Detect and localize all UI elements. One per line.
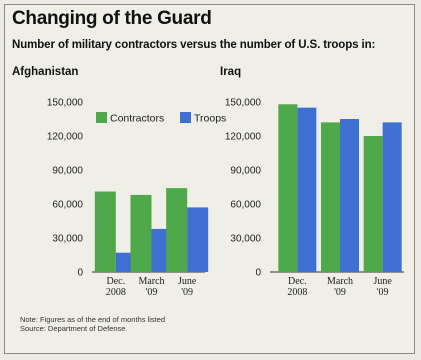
afghanistan-category-label: March <box>138 276 164 287</box>
chart-title: Changing of the Guard <box>12 8 212 29</box>
afghanistan-category-label: '09 <box>181 287 193 298</box>
afghanistan-category-label: June <box>178 276 197 287</box>
iraq-ytick-label: 120,000 <box>225 132 262 143</box>
iraq-contractors-bar <box>363 136 383 272</box>
afghanistan-category-label: Dec. <box>107 276 126 287</box>
iraq-panel-title: Iraq <box>220 66 242 78</box>
source-text: Source: Department of Defense <box>20 324 126 333</box>
iraq-ytick-label: 60,000 <box>230 200 261 211</box>
legend-label-contractors: Contractors <box>110 113 164 125</box>
iraq-ytick-label: 90,000 <box>230 166 261 177</box>
iraq-ytick-label: 150,000 <box>225 98 262 109</box>
iraq-contractors-bar <box>278 104 298 273</box>
iraq-category-label: Dec. <box>288 276 307 287</box>
legend-swatch-contractors <box>96 112 107 123</box>
legend-label-troops: Troops <box>194 113 226 125</box>
iraq-ytick-label: 30,000 <box>230 234 261 245</box>
iraq-category-label: '09 <box>377 287 389 298</box>
afghanistan-ytick-label: 90,000 <box>52 166 83 177</box>
iraq-troops-bar <box>382 122 402 273</box>
afghanistan-ytick-label: 120,000 <box>47 132 84 143</box>
afghanistan-category-label: 2008 <box>106 287 126 298</box>
note-text: Note: Figures as of the end of months li… <box>20 315 166 324</box>
afghanistan-ytick-label: 60,000 <box>52 200 83 211</box>
afghanistan-ytick-label: 30,000 <box>52 234 83 245</box>
iraq-troops-bar <box>340 119 359 272</box>
afghanistan-contractors-bar <box>94 191 116 272</box>
iraq-category-label: June <box>373 276 392 287</box>
afghanistan-troops-bar <box>187 207 209 272</box>
afghanistan-panel-title: Afghanistan <box>12 66 79 78</box>
iraq-contractors-bar <box>321 122 340 273</box>
afghanistan-ytick-label: 150,000 <box>47 98 84 109</box>
afghanistan-contractors-bar <box>130 194 152 272</box>
chart-footnote: Note: Figures as of the end of months li… <box>20 315 165 333</box>
iraq-category-label: 2008 <box>287 287 307 298</box>
iraq-category-label: '09 <box>334 287 346 298</box>
iraq-category-label: March <box>327 276 353 287</box>
afghanistan-category-label: '09 <box>146 287 158 298</box>
afghanistan-ytick-label: 0 <box>77 268 83 279</box>
iraq-troops-bar <box>297 107 317 273</box>
iraq-ytick-label: 0 <box>255 268 261 279</box>
legend-swatch-troops <box>180 112 191 123</box>
chart-subtitle: Number of military contractors versus th… <box>12 39 376 51</box>
afghanistan-contractors-bar <box>166 188 188 272</box>
